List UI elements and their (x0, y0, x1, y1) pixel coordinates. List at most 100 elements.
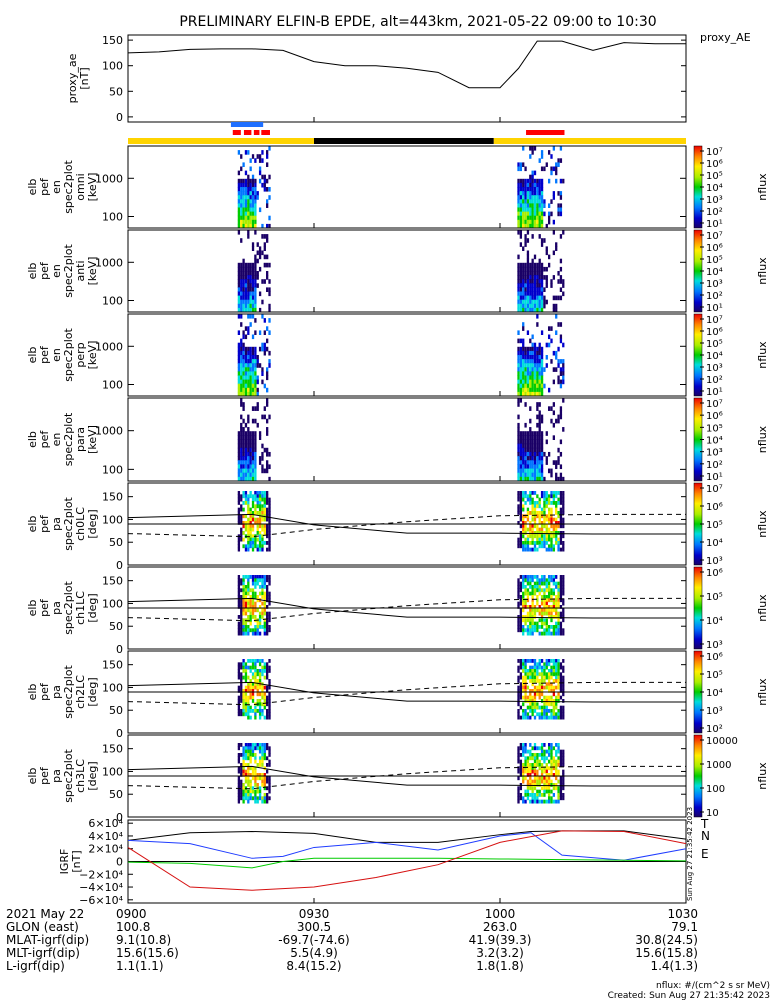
spectrogram-cell (242, 618, 245, 623)
spectrogram-cell (552, 250, 555, 256)
spectrogram-cell (242, 709, 245, 713)
spectrogram-cell (562, 531, 565, 535)
spectrogram-cell (261, 756, 264, 761)
spectrogram-cell (559, 625, 563, 629)
spectrogram-cell (519, 295, 523, 301)
spectrogram-cell (547, 675, 551, 680)
spectrogram-cell (247, 314, 250, 319)
spectrogram-cell (261, 575, 264, 579)
spectrogram-cell (536, 266, 539, 272)
spectrogram-cell (540, 494, 544, 499)
spectrogram-cell (244, 679, 248, 683)
spectrogram-cell (517, 182, 520, 188)
spectrogram-cell (237, 371, 241, 376)
spectrogram-cell (242, 271, 245, 276)
spectrogram-cell (536, 598, 539, 603)
spectrogram-cell (524, 456, 527, 461)
spectrogram-cell (251, 524, 255, 529)
spectrogram-cell (531, 279, 534, 284)
colorbar-label: nflux (756, 257, 769, 285)
spectrogram-cell (522, 367, 525, 372)
y-axis-label-line: proxy_ae (66, 53, 79, 103)
spectrogram-cell (249, 350, 252, 356)
spectrogram-cell (545, 514, 548, 519)
spectrogram-cell (249, 158, 252, 163)
spectrogram-cell (536, 585, 539, 589)
spectrogram-cell (240, 628, 243, 633)
y-axis-label-line: spec2plot (62, 244, 75, 298)
spectrogram-cell (244, 611, 248, 616)
spectrogram-cell (522, 608, 525, 613)
y-axis-label-line: spec2plot (62, 581, 75, 635)
spectrogram-cell (533, 769, 537, 774)
spectrogram-cell (242, 712, 245, 717)
y-tick-label: −6×10⁴ (79, 894, 123, 907)
spectrogram-cell (268, 601, 271, 606)
spectrogram-cell (543, 511, 546, 515)
spectrogram-cell (524, 476, 527, 482)
spectrogram-cell (547, 695, 551, 700)
spectrogram-cell (244, 773, 248, 777)
spectrogram-cell (531, 705, 534, 710)
spectrogram-cell (547, 547, 551, 552)
spectrogram-cell (249, 621, 252, 626)
spectrogram-cell (251, 611, 255, 616)
spectrogram-cell (247, 418, 250, 424)
spectrogram-cell (261, 689, 264, 693)
spectrogram-cell (533, 223, 537, 229)
spectrogram-cell (547, 598, 551, 603)
spectrogram-cell (263, 625, 266, 629)
spectrogram-cell (536, 262, 539, 268)
spectrogram-cell (529, 675, 532, 680)
spectrogram-cell (237, 544, 241, 549)
spectrogram-cell (536, 443, 539, 449)
spectrogram-cell (237, 769, 241, 774)
spectrogram-cell (268, 451, 271, 457)
spectrogram-cell (249, 541, 252, 545)
spectrogram-cell (524, 588, 527, 593)
spectrogram-cell (538, 746, 541, 751)
y-axis-label-line: elb (26, 768, 39, 785)
spectrogram-cell (254, 504, 257, 509)
spectrogram-cell (555, 625, 558, 629)
spectrogram-cell (249, 665, 252, 670)
spectrogram-cell (533, 679, 537, 683)
spectrogram-cell (550, 746, 553, 751)
spectrogram-cell (522, 494, 525, 499)
spectrogram-cell (244, 367, 248, 372)
spectrogram-cell (545, 779, 548, 784)
spectrogram-cell (249, 783, 252, 787)
spectrogram-cell (251, 367, 255, 372)
spectrogram-cell (244, 223, 248, 229)
spectrogram-cell (517, 375, 520, 381)
spectrogram-cell (237, 705, 241, 710)
spectrogram-cell (555, 679, 558, 683)
spectrogram-cell (538, 223, 541, 229)
spectrogram-cell (244, 307, 248, 313)
spectrogram-cell (247, 223, 250, 229)
spectrogram-cell (237, 665, 241, 670)
spectrogram-cell (261, 524, 264, 529)
created-note: Created: Sun Aug 27 21:35:42 2023 (608, 991, 770, 1000)
spectrogram-cell (266, 223, 269, 229)
spectrogram-cell (522, 187, 525, 192)
spectrogram-cell (240, 598, 243, 603)
spectrogram-cell (249, 207, 252, 213)
panel-frame (127, 145, 687, 229)
spectrogram-cell (249, 746, 252, 751)
spectrogram-cell (240, 514, 243, 519)
spectrogram-cell (244, 207, 248, 213)
spectrogram-cell (543, 588, 546, 593)
colorbar-tick-label: 10⁵ (706, 592, 723, 603)
spectrogram-cell (529, 743, 532, 747)
spectrogram-cell (538, 618, 541, 623)
igrf-series-line (127, 832, 687, 861)
spectrogram-cell (557, 588, 560, 593)
spectrogram-cell (249, 588, 252, 593)
spectrogram-cell (533, 456, 537, 461)
spectrogram-cell (240, 618, 243, 623)
spectrogram-cell (261, 783, 264, 787)
spectrogram-cell (519, 283, 523, 288)
spectrogram-cell (254, 195, 257, 200)
spectrogram-cell (522, 346, 525, 352)
